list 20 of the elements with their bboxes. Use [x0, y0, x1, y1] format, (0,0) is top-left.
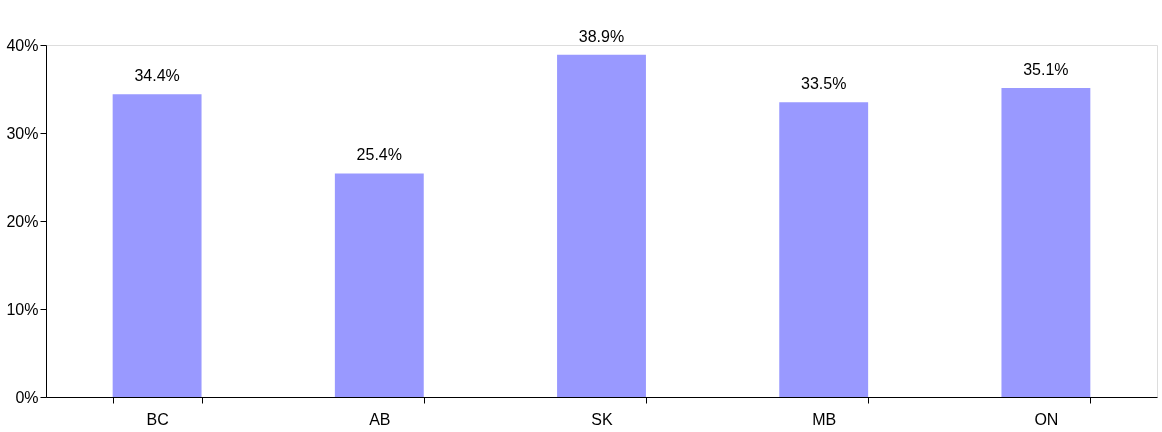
y-tick-label: 40%	[6, 36, 39, 54]
y-tick-label: 20%	[6, 212, 39, 230]
y-tick-label: 0%	[15, 388, 39, 406]
bar	[1001, 88, 1091, 397]
bar	[557, 54, 646, 397]
x-tick-label: ON	[1034, 410, 1059, 428]
data-label: 35.1%	[1023, 61, 1069, 79]
data-label: 25.4%	[356, 146, 402, 164]
bar	[112, 94, 202, 397]
data-label: 38.9%	[578, 27, 625, 45]
x-tick-label: AB	[369, 410, 391, 428]
x-tick-label: MB	[812, 410, 837, 428]
y-tick-label: 30%	[6, 124, 39, 142]
bar	[334, 173, 424, 397]
y-tick-label: 10%	[6, 300, 39, 318]
bar	[779, 102, 869, 397]
data-label: 33.5%	[801, 75, 847, 93]
x-tick-label: BC	[146, 410, 169, 428]
x-tick-label: SK	[591, 410, 613, 428]
data-label: 34.4%	[134, 67, 180, 85]
